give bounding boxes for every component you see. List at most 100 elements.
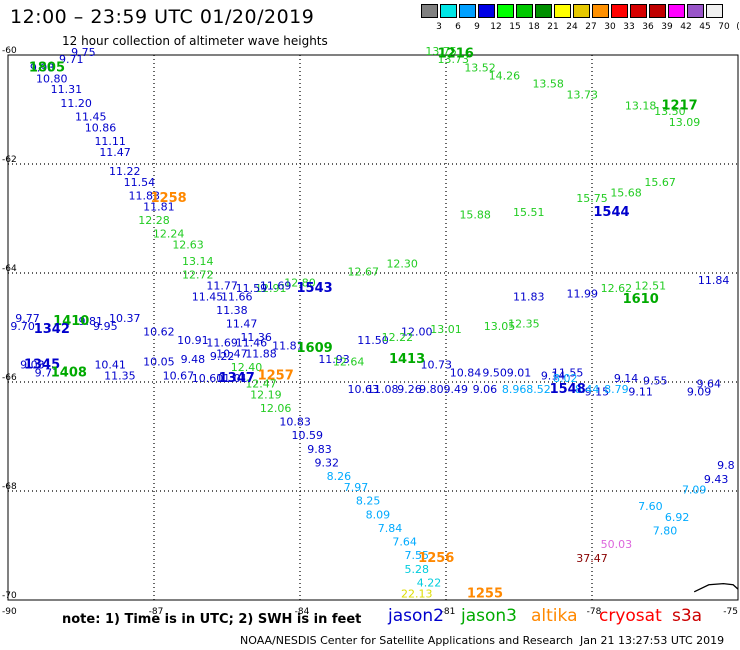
colorbar-label: 21 — [547, 22, 559, 32]
colorbar-swatch — [516, 4, 533, 18]
colorbar-label: 15 — [509, 22, 521, 32]
wave-height-label: 13.50 — [654, 105, 686, 118]
wave-height-label: 9.83 — [307, 443, 332, 456]
page-title: 12:00 – 23:59 UTC 01/20/2019 — [10, 6, 315, 28]
wave-height-label: 9.22 — [210, 350, 235, 363]
wave-height-label: 22.13 — [401, 587, 433, 600]
wave-height-label: 11.66 — [221, 290, 253, 303]
pass-time-label: 1413 — [389, 352, 425, 367]
wave-height-label: 9.03 — [20, 358, 45, 371]
pass-time-label: 1345 — [24, 357, 60, 372]
wave-height-label: 12.06 — [260, 402, 292, 415]
wave-height-label: 9.15 — [585, 386, 610, 399]
wave-height-label: 9.06 — [473, 383, 498, 396]
wave-height-label: 7.80 — [653, 525, 678, 538]
wave-height-label: 9.48 — [181, 353, 206, 366]
wave-height-label: 11.54 — [124, 176, 156, 189]
wave-height-label: 15.88 — [459, 209, 491, 222]
pass-time-label: 1256 — [418, 551, 454, 566]
wave-height-label: 11.20 — [60, 97, 92, 110]
track-t21: 50.03 — [601, 538, 633, 551]
wave-height-label: 10.41 — [94, 358, 126, 371]
wave-height-label: 11.45 — [75, 110, 107, 123]
wave-height-label: 12.22 — [382, 331, 414, 344]
wave-height-label: 11.69 — [206, 337, 238, 350]
wave-height-label: 8.25 — [356, 495, 381, 508]
wave-height-label: 12.40 — [231, 361, 263, 374]
wave-height-label: 9.98 — [30, 61, 55, 74]
wave-height-label: 9.49 — [443, 383, 468, 396]
wave-height-label: 13.75 — [425, 45, 457, 58]
wave-height-label: 11.50 — [357, 334, 389, 347]
wave-height-label: 9.8 — [717, 459, 735, 472]
pass-time-label: 1255 — [467, 586, 503, 601]
colorbar-swatch — [440, 4, 457, 18]
wave-height-label: 11.59 — [236, 282, 268, 295]
wave-height-label: 8.26 — [327, 470, 352, 483]
wave-height-label: 10.05 — [143, 356, 175, 369]
wave-height-label: 8.44 — [575, 383, 600, 396]
colorbar-label: (ft) — [736, 22, 740, 32]
wave-height-label: 12.80 — [284, 277, 316, 290]
track-t9: 13.7513.7313.5214.2613.5813.7313.1813.50… — [425, 45, 700, 129]
wave-height-label: 9.26 — [397, 383, 422, 396]
colorbar-swatch — [687, 4, 704, 18]
wave-height-label: 9.70 — [10, 320, 35, 333]
wave-height-label: 12.63 — [172, 238, 204, 251]
colorbar-swatch — [668, 4, 685, 18]
track-t6: 8.267.978.258.097.847.647.55 — [327, 470, 429, 562]
track-t14: 9.779.70 9.81 10.379.95 10.6210.9111.6911.4… — [10, 312, 432, 366]
wave-height-label: 15.75 — [576, 192, 608, 205]
wave-height-label: 9.01 — [507, 367, 532, 380]
altimeter-tracks: 9.759.719.9810.8011.3111.2011.4510.8611.… — [10, 45, 734, 600]
pass-time-label: 1610 — [623, 292, 659, 307]
legend-cryosat: cryosat — [599, 606, 662, 626]
track-t8: 22.13 — [401, 587, 433, 600]
wave-height-label: 13.52 — [464, 61, 496, 74]
wave-height-label: 9.11 — [628, 386, 653, 399]
track-t22: 37.47 — [576, 552, 608, 565]
wave-height-label: 10.60 — [192, 372, 224, 385]
lat-tick-label: -64 — [2, 264, 17, 274]
wave-height-label: 12.35 — [508, 318, 540, 331]
wave-height-label: 11.81 — [143, 200, 175, 213]
wave-height-label: 11.99 — [567, 288, 599, 301]
legend-s3a: s3a — [672, 606, 703, 626]
legend-altika: altika — [531, 606, 578, 626]
wave-height-label: 13.73 — [438, 53, 470, 66]
colorbar-swatch — [649, 4, 666, 18]
colorbar-swatch — [535, 4, 552, 18]
lon-tick-label: -90 — [2, 607, 17, 617]
wave-height-label: 7.09 — [682, 484, 707, 497]
lat-tick-label: -62 — [2, 155, 17, 165]
wave-height-label: 13.09 — [669, 116, 701, 129]
axis-labels: -90 -87 -84 -81 -78 -75 -60 -62 -64 -66 -68 -70 — [2, 46, 738, 617]
wave-height-label: 9.09 — [687, 386, 712, 399]
wave-height-label: 11.83 — [129, 189, 161, 202]
wave-height-label: 12.67 — [348, 266, 380, 279]
wave-height-label: 9.81 — [78, 315, 103, 328]
wave-height-label: 9.64 — [697, 377, 722, 390]
track-t18: 8.96 8.528.028.44 8.79 — [502, 372, 629, 396]
pass-time-label: 1347 — [219, 371, 255, 386]
wave-height-label: 11.08 — [367, 383, 399, 396]
colorbar-swatch — [706, 4, 723, 18]
colorbar-label: 42 — [680, 22, 692, 32]
lon-tick-label: -84 — [295, 607, 310, 617]
wave-height-label: 7.60 — [638, 500, 663, 513]
wave-height-label: 9.14 — [614, 372, 639, 385]
wave-height-label: 15.67 — [644, 176, 676, 189]
colorbar-label: 12 — [490, 22, 502, 32]
wave-height-label: 11.77 — [206, 279, 238, 292]
wave-height-label: 9.50 — [482, 367, 507, 380]
pass-time-label: 1217 — [662, 99, 698, 114]
wave-height-label: 11.83 — [513, 290, 545, 303]
pass-time-label: 1544 — [593, 205, 629, 220]
pass-time-label: 1342 — [34, 322, 70, 337]
